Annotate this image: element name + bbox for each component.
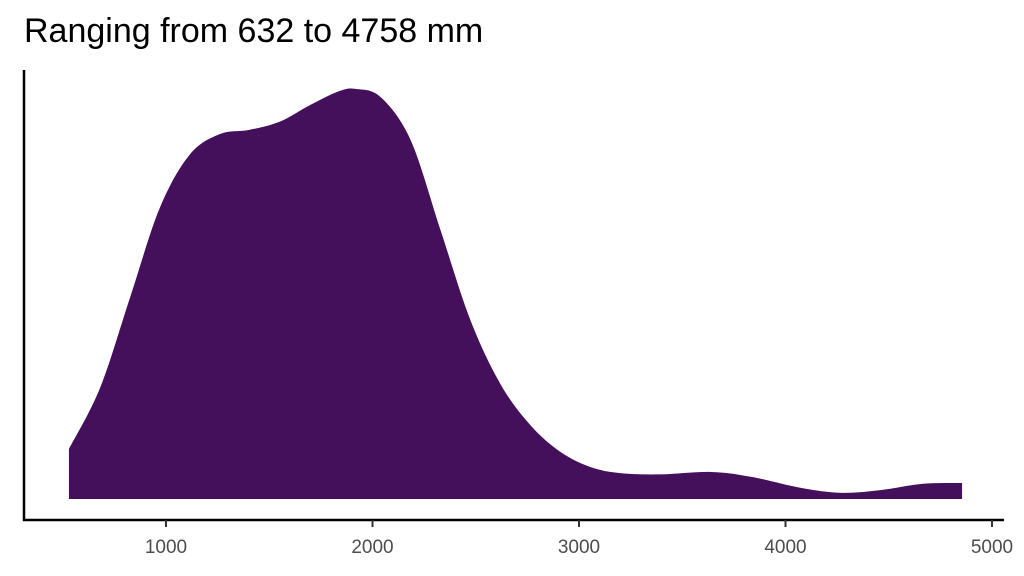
density-area: [68, 88, 963, 500]
x-tick-label: 4000: [764, 537, 806, 558]
chart-title: Ranging from 632 to 4758 mm: [24, 12, 484, 50]
x-tick-label: 5000: [971, 537, 1013, 558]
x-tick-label: 1000: [145, 537, 187, 558]
x-tick-label: 2000: [351, 537, 393, 558]
x-tick-label: 3000: [558, 537, 600, 558]
